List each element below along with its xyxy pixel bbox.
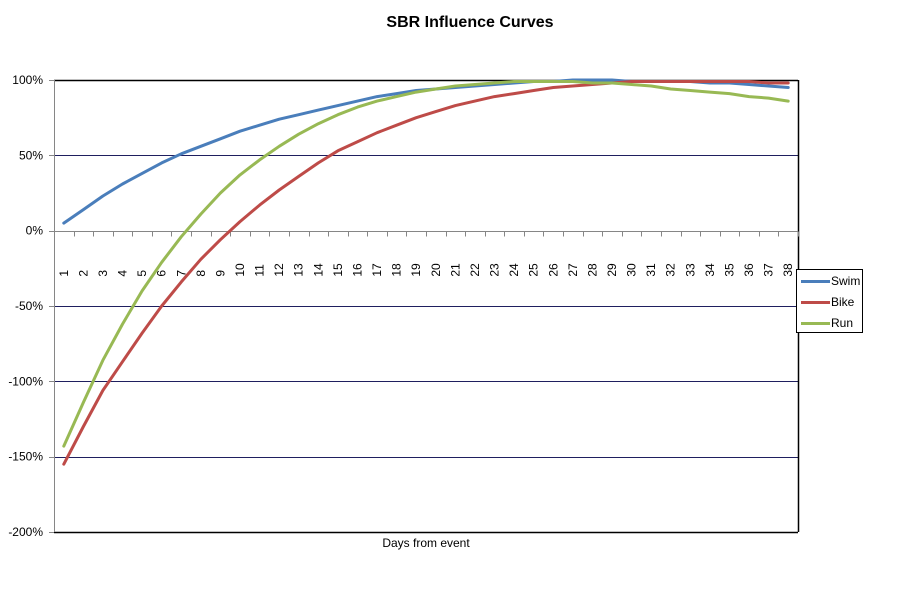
x-tick-label: 19 [409, 263, 423, 277]
y-tick-label: -200% [8, 525, 43, 539]
legend-swatch-swim [801, 279, 830, 283]
x-tick-label: 10 [233, 263, 247, 277]
series-lines [62, 78, 790, 466]
series-line-bike [62, 80, 790, 466]
x-tick-label: 16 [350, 263, 364, 277]
x-tick-label: 12 [272, 263, 286, 277]
gridlines [54, 79, 798, 534]
x-tick-label: 17 [370, 263, 384, 277]
y-tick-label: 50% [19, 148, 43, 162]
x-tick-label: 24 [507, 263, 521, 277]
x-tick-label: 26 [546, 263, 560, 277]
x-tick-label: 18 [390, 263, 404, 277]
x-axis-tick-labels: 1 2 3 4 5 6 7 8 9 10 11 12 13 14 15 16 17 18 19 20 21 22 23 24 2… [57, 263, 795, 277]
x-tick-label: 3 [96, 270, 110, 277]
legend-item-run: Run [801, 315, 853, 331]
legend-label-run: Run [831, 316, 854, 330]
x-tick-label: 29 [605, 263, 619, 277]
y-tick-label: -150% [8, 450, 43, 464]
x-tick-label: 30 [625, 263, 639, 277]
x-tick-label: 7 [174, 270, 188, 277]
x-tick-label: 35 [722, 263, 736, 277]
legend-swatch-bike [801, 300, 830, 304]
x-tick-label: 20 [429, 263, 443, 277]
series-line-swim [62, 78, 790, 225]
x-tick-label: 23 [488, 263, 502, 277]
x-tick-label: 31 [644, 263, 658, 277]
x-tick-label: 38 [781, 263, 795, 277]
x-tick-label: 4 [116, 270, 130, 277]
x-tick-label: 9 [213, 270, 227, 277]
x-tick-label: 13 [292, 263, 306, 277]
legend: Swim Bike Run [796, 269, 863, 333]
legend-swatch-run [801, 321, 830, 325]
x-tick-label: 25 [527, 263, 541, 277]
legend-label-bike: Bike [831, 295, 855, 309]
y-tick-label: 0% [26, 224, 44, 238]
x-tick-label: 11 [253, 264, 267, 277]
x-tick-label: 14 [311, 263, 325, 277]
chart-title: SBR Influence Curves [386, 14, 554, 31]
x-tick-label: 27 [566, 263, 580, 277]
x-tick-label: 33 [683, 263, 697, 277]
legend-item-bike: Bike [801, 294, 854, 310]
x-tick-label: 5 [135, 270, 149, 277]
legend-label-swim: Swim [831, 274, 861, 288]
x-tick-label: 28 [585, 263, 599, 277]
x-tick-label: 15 [331, 263, 345, 277]
x-axis-label: Days from event [382, 536, 470, 550]
y-tick-label: -100% [8, 374, 43, 388]
x-tick-label: 32 [664, 263, 678, 277]
series-line-run [62, 80, 790, 448]
x-tick-label: 6 [155, 270, 169, 277]
legend-item-swim: Swim [801, 273, 860, 289]
x-tick-label: 22 [468, 263, 482, 277]
x-tick-label: 36 [742, 263, 756, 277]
x-tick-label: 37 [762, 263, 776, 277]
y-tick-label: 100% [12, 73, 43, 87]
x-tick-label: 1 [57, 270, 71, 277]
x-tick-label: 8 [194, 270, 208, 277]
x-tick-label: 21 [448, 263, 462, 277]
y-tick-label: -50% [15, 299, 43, 313]
x-tick-label: 2 [76, 270, 90, 277]
y-axis-tick-labels: 100% 50% 0% -50% -100% -150% -200% [8, 73, 43, 539]
x-tick-label: 34 [703, 263, 717, 277]
